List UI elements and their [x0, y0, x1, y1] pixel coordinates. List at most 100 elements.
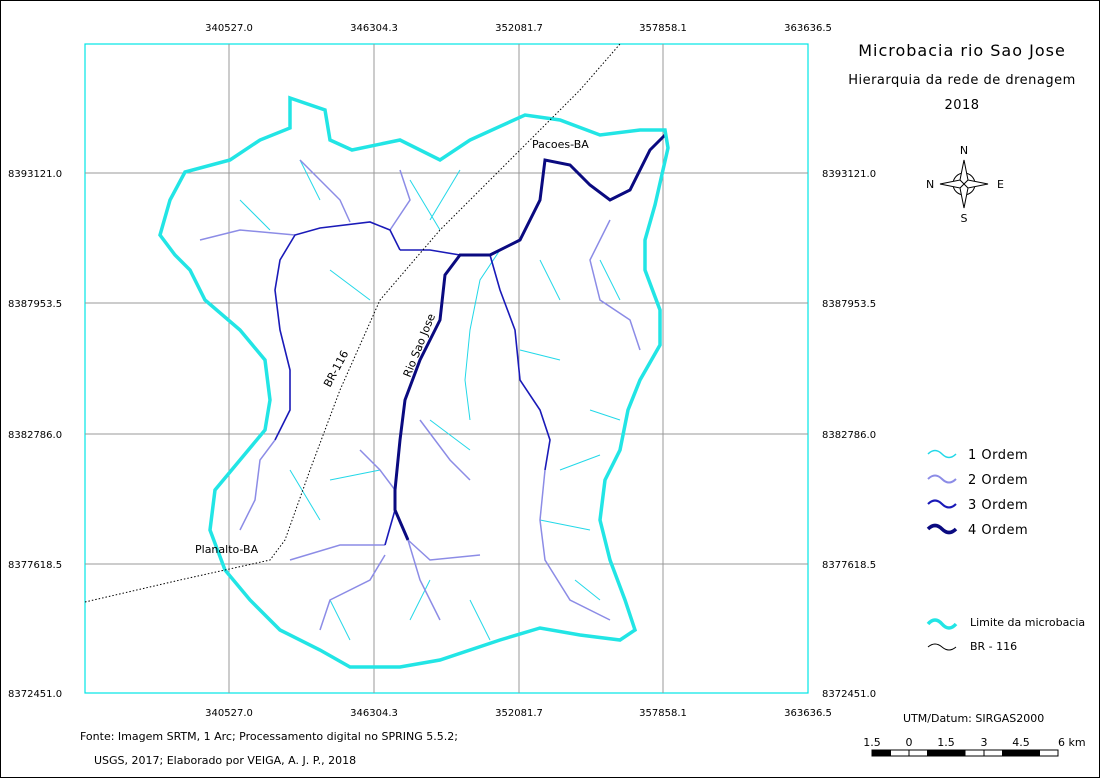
scale-segment	[927, 749, 947, 757]
legend-road-swatch	[927, 643, 957, 651]
scale-bar: 1.5 0 1.5 3 4.5 6 km	[863, 736, 1086, 757]
stream-order-2	[589, 219, 641, 351]
legend-order-swatch	[927, 474, 957, 484]
scale-segment	[1039, 749, 1059, 757]
grid: 340527.0 340527.0 346304.3 346304.3 352081.7…	[8, 23, 876, 719]
stream-order-1	[409, 179, 441, 231]
y-coord-label: 8387953.5	[822, 299, 876, 310]
stream-order-1	[409, 579, 431, 621]
stream-order-1	[289, 469, 321, 521]
y-coord-label: 8382786.0	[8, 430, 62, 441]
y-coord-label: 8382786.0	[822, 430, 876, 441]
legend-order-swatch	[927, 499, 957, 509]
place-label: Pacoes-BA	[532, 138, 589, 151]
scale-segment	[983, 749, 1003, 757]
x-coord-label: 346304.3	[350, 23, 398, 34]
compass-e: E	[997, 178, 1004, 191]
stream-order-2	[539, 469, 611, 621]
scale-label: 1.5	[937, 736, 955, 749]
map-frame	[84, 43, 809, 694]
stream-order-1	[299, 159, 321, 201]
legend-label: 4 Ordem	[968, 523, 1028, 538]
legend-label: Limite da microbacia	[970, 616, 1085, 629]
scale-label: 6 km	[1058, 736, 1086, 749]
scale-segment	[871, 749, 891, 757]
stream-order-2	[319, 554, 386, 631]
compass-s: S	[961, 212, 968, 225]
road-br116	[84, 43, 621, 603]
compass-n: N	[960, 144, 968, 157]
stream-order-1	[519, 349, 561, 361]
x-coord-label: 340527.0	[205, 708, 253, 719]
scale-label: 0	[906, 736, 913, 749]
stream-order-2	[359, 449, 396, 491]
scale-segment	[964, 749, 985, 757]
stream-order-1	[429, 419, 471, 451]
x-coord-label: 363636.5	[784, 708, 832, 719]
x-coord-label: 363636.5	[784, 23, 832, 34]
stream-order-1	[329, 599, 351, 641]
x-coord-label: 352081.7	[495, 708, 543, 719]
legend-label: BR - 116	[970, 640, 1017, 653]
x-coord-label: 346304.3	[350, 708, 398, 719]
map-title: Microbacia rio Sao Jose	[858, 41, 1066, 60]
stream-order-1	[599, 259, 621, 301]
stream-order-1	[559, 454, 601, 471]
stream-order-2	[407, 539, 441, 621]
scale-label: 3	[981, 736, 988, 749]
stream-order-3	[384, 509, 396, 546]
basin-boundary	[158, 95, 670, 669]
datum: UTM/Datum: SIRGAS2000	[903, 712, 1044, 725]
x-coord-label: 357858.1	[639, 708, 687, 719]
stream-order-1	[239, 199, 271, 231]
y-coord-label: 8377618.5	[822, 560, 876, 571]
scale-segment	[890, 749, 910, 757]
stream-order-1	[574, 579, 601, 601]
stream-order-1	[539, 519, 591, 531]
legend-order-swatch	[926, 523, 958, 535]
scale-segment	[945, 749, 966, 757]
y-coord-label: 8393121.0	[822, 169, 876, 180]
x-coord-label: 340527.0	[205, 23, 253, 34]
place-label: Planalto-BA	[195, 543, 259, 556]
legend-label: 1 Ordem	[968, 448, 1028, 463]
stream-order-2	[289, 544, 385, 561]
scale-segment	[908, 749, 928, 757]
y-coord-label: 8372451.0	[822, 689, 876, 700]
legend-order-swatch	[927, 449, 957, 459]
y-coord-label: 8393121.0	[8, 169, 62, 180]
stream-order-1	[429, 169, 461, 221]
stream-order-1	[539, 259, 561, 301]
stream-order-1	[329, 269, 371, 301]
stream-order-1	[464, 249, 501, 421]
scale-label: 1.5	[863, 736, 881, 749]
compass: N S E N	[926, 144, 1004, 225]
x-coord-label: 357858.1	[639, 23, 687, 34]
scale-label: 4.5	[1012, 736, 1030, 749]
map-year: 2018	[944, 98, 979, 113]
stream-order-2	[389, 169, 411, 231]
y-coord-label: 8372451.0	[8, 689, 62, 700]
stream-order-2	[299, 159, 351, 223]
stream-order-1	[589, 409, 621, 421]
stream-order-2	[239, 439, 276, 531]
streams	[199, 133, 667, 641]
stream-order-3	[489, 254, 551, 471]
x-coord-label: 352081.7	[495, 23, 543, 34]
stream-order-4	[393, 133, 667, 541]
stream-order-1	[329, 469, 381, 481]
stream-order-3	[274, 221, 401, 441]
map-subtitle: Hierarquia da rede de drenagem	[848, 73, 1076, 88]
legend-boundary-swatch	[926, 618, 958, 630]
compass-w: N	[926, 178, 934, 191]
y-coord-label: 8387953.5	[8, 299, 62, 310]
stream-order-1	[469, 599, 491, 641]
source-line: Fonte: Imagem SRTM, 1 Arc; Processamento…	[80, 730, 458, 743]
stream-order-2	[419, 419, 471, 481]
stream-order-2	[407, 539, 481, 561]
legend: Limite da microbacia BR - 116 1 Ordem 2 O…	[926, 448, 1085, 653]
stream-order-2	[199, 229, 296, 241]
scale-segment	[1020, 749, 1040, 757]
